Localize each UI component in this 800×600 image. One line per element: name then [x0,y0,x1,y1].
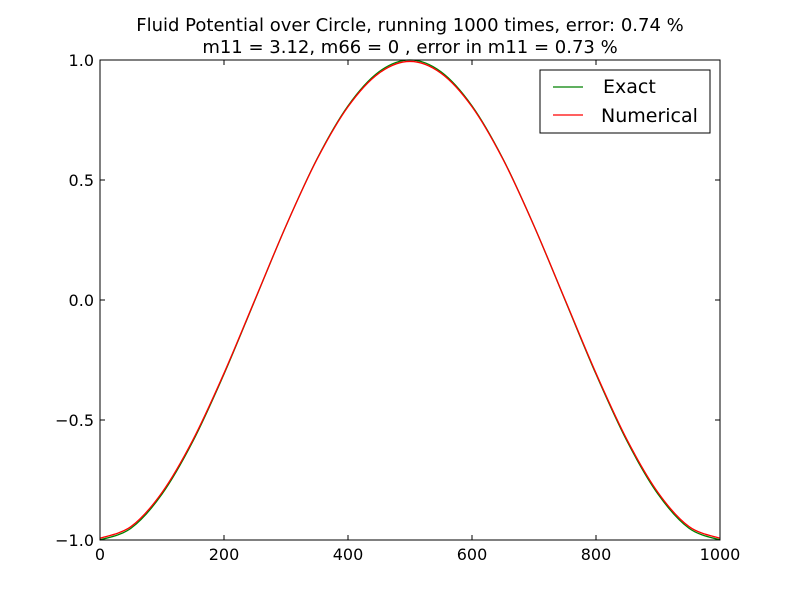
x-tick-label: 800 [581,545,612,564]
chart-title: Fluid Potential over Circle, running 100… [136,15,684,36]
y-tick-label: 0.0 [69,291,94,310]
x-tick-label: 200 [209,545,240,564]
x-tick-label: 1000 [700,545,741,564]
chart-subtitle: m11 = 3.12, m66 = 0 , error in m11 = 0.7… [202,37,617,58]
y-tick-label: 0.5 [69,171,94,190]
x-tick-label: 600 [457,545,488,564]
axis-ticks: 0 200 400 600 800 1000 −1.0 −0.5 0.0 0.5 1.0 [55,51,740,564]
legend-label-exact: Exact [603,76,656,98]
x-tick-label: 400 [333,545,364,564]
y-tick-label: 1.0 [69,51,94,70]
legend-label-numerical: Numerical [601,105,698,127]
series-line-numerical [99,60,721,539]
legend-box [539,69,711,134]
y-tick-label: −1.0 [55,531,94,550]
y-tick-label: −0.5 [55,411,94,430]
x-tick-label: 0 [95,545,105,564]
legend: Exact Numerical [539,69,711,134]
